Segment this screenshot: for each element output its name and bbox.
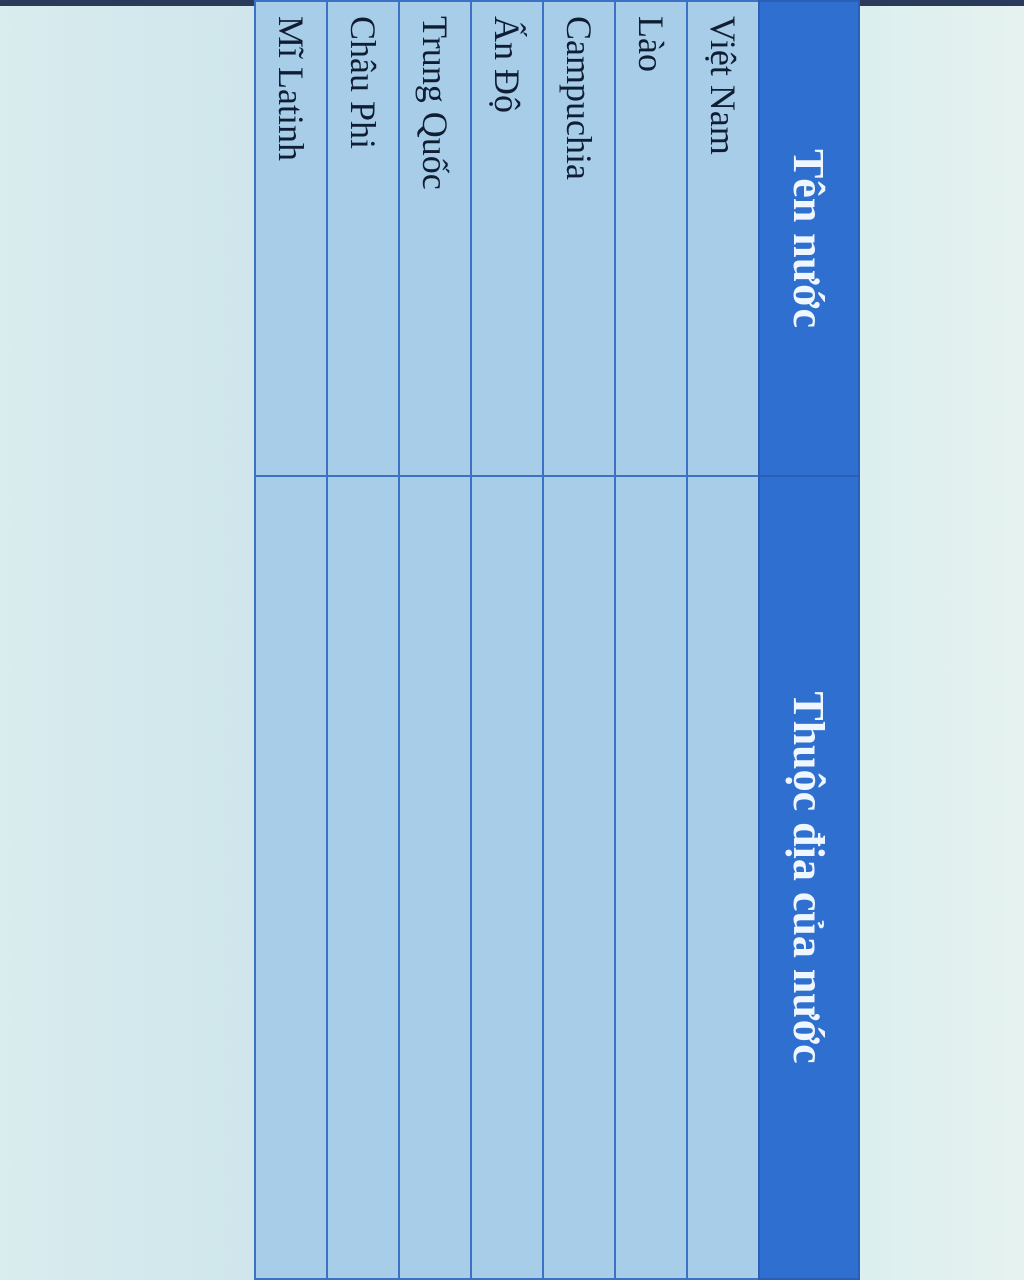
cell-country: Mĩ Latinh (255, 1, 327, 476)
table-container: Tên nước Thuộc địa của nước Việt Nam Lào C… (254, 0, 860, 1280)
table-row: Campuchia (543, 1, 615, 1279)
cell-colony-of[interactable] (687, 476, 759, 1279)
table-row: Lào (615, 1, 687, 1279)
cell-country: Campuchia (543, 1, 615, 476)
table-row: Châu Phi (327, 1, 399, 1279)
table-row: Trung Quốc (399, 1, 471, 1279)
table-row: Mĩ Latinh (255, 1, 327, 1279)
cell-country: Trung Quốc (399, 1, 471, 476)
header-row: Tên nước Thuộc địa của nước (759, 1, 859, 1279)
header-country: Tên nước (759, 1, 859, 476)
cell-country: Việt Nam (687, 1, 759, 476)
cell-colony-of[interactable] (399, 476, 471, 1279)
cell-colony-of[interactable] (327, 476, 399, 1279)
colony-table: Tên nước Thuộc địa của nước Việt Nam Lào C… (254, 0, 860, 1280)
cell-colony-of[interactable] (543, 476, 615, 1279)
cell-colony-of[interactable] (255, 476, 327, 1279)
cell-country: Lào (615, 1, 687, 476)
cell-colony-of[interactable] (615, 476, 687, 1279)
cell-country: Ấn Độ (471, 1, 543, 476)
table-row: Việt Nam (687, 1, 759, 1279)
header-colony-of: Thuộc địa của nước (759, 476, 859, 1279)
table-row: Ấn Độ (471, 1, 543, 1279)
cell-country: Châu Phi (327, 1, 399, 476)
cell-colony-of[interactable] (471, 476, 543, 1279)
